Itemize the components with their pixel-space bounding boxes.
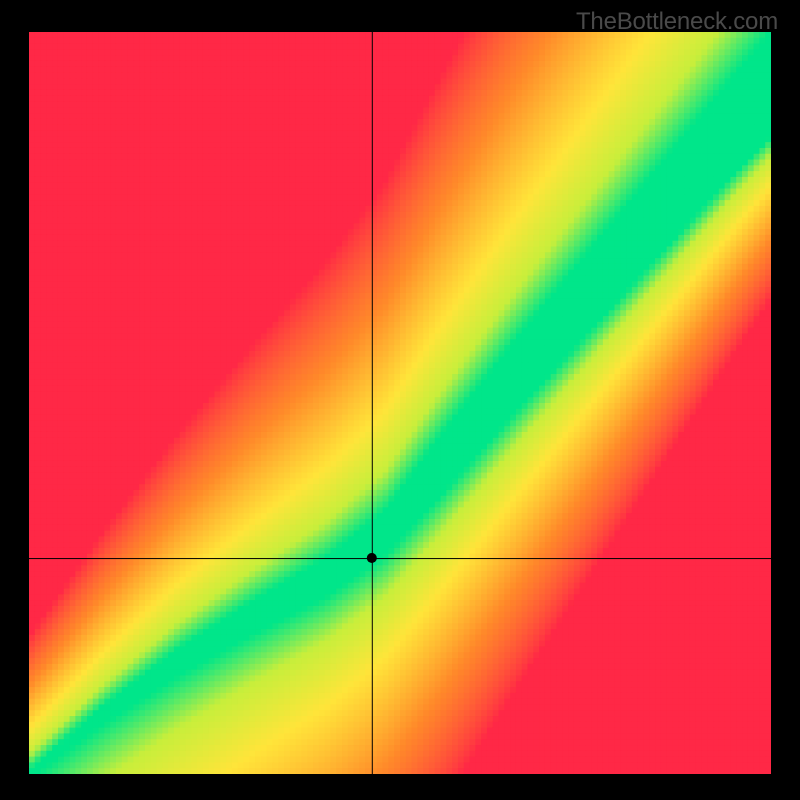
heatmap-plot: [29, 32, 771, 774]
heatmap-canvas: [29, 32, 771, 774]
chart-container: TheBottleneck.com: [0, 0, 800, 800]
watermark-text: TheBottleneck.com: [576, 8, 778, 36]
